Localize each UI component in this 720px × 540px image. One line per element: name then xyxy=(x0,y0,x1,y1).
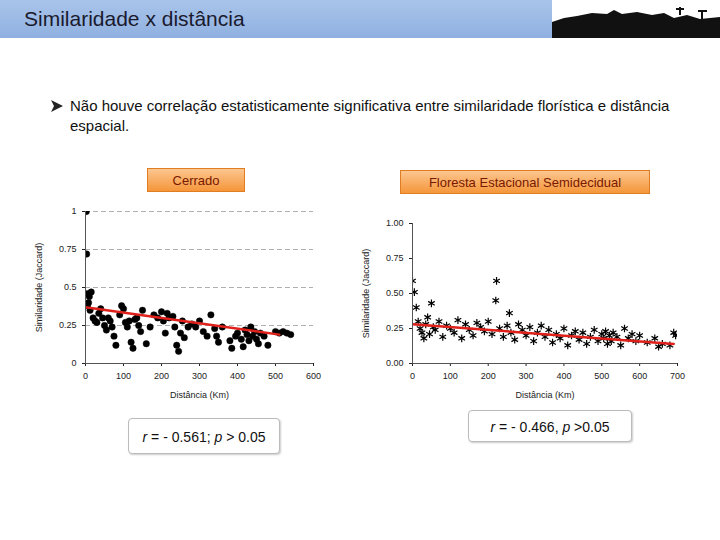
svg-text:100: 100 xyxy=(116,371,131,381)
svg-text:Distância (Km): Distância (Km) xyxy=(170,390,229,400)
svg-text:0.75: 0.75 xyxy=(59,244,77,254)
svg-text:600: 600 xyxy=(306,371,321,381)
svg-text:0: 0 xyxy=(410,371,415,381)
svg-text:600: 600 xyxy=(632,371,647,381)
svg-text:0.75: 0.75 xyxy=(386,253,404,263)
svg-text:0: 0 xyxy=(83,371,88,381)
svg-text:Similaridade (Jaccard): Similaridade (Jaccard) xyxy=(34,243,44,333)
svg-text:Similaridade (Jaccard): Similaridade (Jaccard) xyxy=(361,249,371,339)
html-text:Floresta Estacional Semidecidu: Floresta Estacional Semidecidual xyxy=(428,175,622,190)
svg-text:500: 500 xyxy=(594,371,609,381)
svg-text:400: 400 xyxy=(556,371,571,381)
svg-text:400: 400 xyxy=(230,371,245,381)
svg-text:700: 700 xyxy=(670,371,685,381)
svg-text:1.00: 1.00 xyxy=(386,218,404,228)
svg-text:Distância (Km): Distância (Km) xyxy=(515,390,574,400)
svg-text:0.50: 0.50 xyxy=(386,288,404,298)
svg-text:0: 0 xyxy=(71,358,76,368)
svg-text:0.25: 0.25 xyxy=(386,323,404,333)
html-text:Similaridade x distância: Similaridade x distância xyxy=(24,7,245,30)
svg-text:0.00: 0.00 xyxy=(386,358,404,368)
svg-text:100: 100 xyxy=(443,371,458,381)
svg-text:0.25: 0.25 xyxy=(59,320,77,330)
html-text:Cerrado: Cerrado xyxy=(172,173,220,188)
svg-text:200: 200 xyxy=(481,371,496,381)
html-text:r = - 0.466, p >0.05: r = - 0.466, p >0.05 xyxy=(490,419,610,435)
html-text:r = - 0.561; p > 0.05: r = - 0.561; p > 0.05 xyxy=(142,429,266,445)
svg-text:500: 500 xyxy=(268,371,283,381)
svg-text:0.5: 0.5 xyxy=(64,282,77,292)
svg-text:300: 300 xyxy=(192,371,207,381)
svg-text:200: 200 xyxy=(154,371,169,381)
svg-text:1: 1 xyxy=(71,206,76,216)
html-text:Não houve correlação estatisti: Não houve correlação estatisticamente si… xyxy=(70,97,670,134)
svg-text:300: 300 xyxy=(519,371,534,381)
